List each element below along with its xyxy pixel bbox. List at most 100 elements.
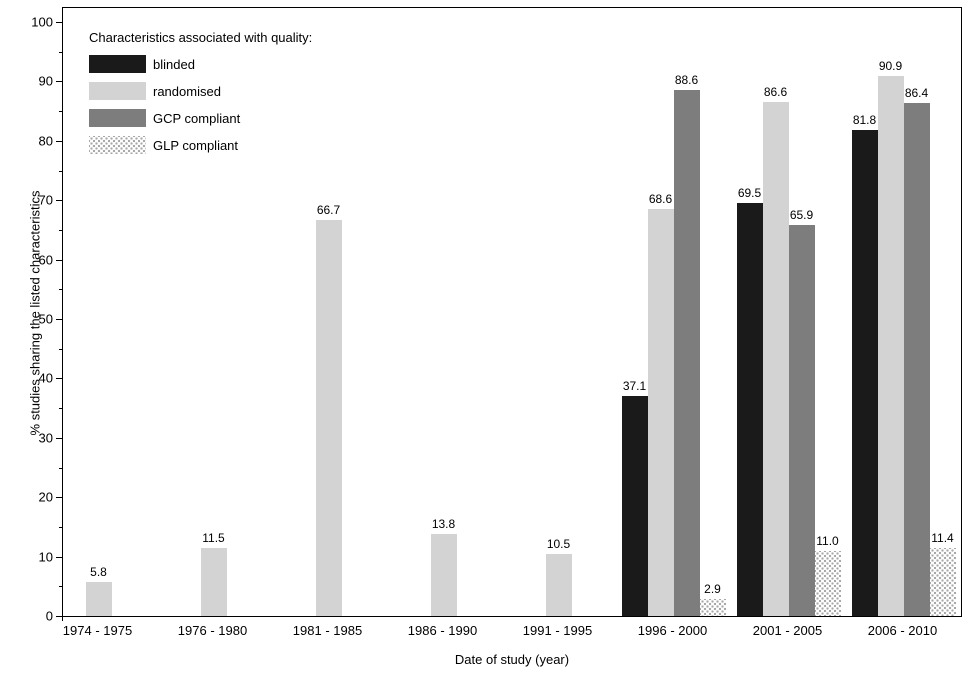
y-minor-tick bbox=[59, 111, 63, 113]
plot-area: 0 10 20 30 40 50 60 70 80 90 100 5.8 11.5 66.7 13.8 10… bbox=[31, 7, 962, 623]
y-major-tick bbox=[56, 437, 63, 439]
legend-item: GLP compliant bbox=[89, 136, 312, 154]
bar-value-label: 13.8 bbox=[431, 517, 456, 532]
bar: 90.9 bbox=[877, 60, 904, 616]
bar-value-label: 90.9 bbox=[878, 59, 903, 74]
legend-swatch-glp-compliant bbox=[89, 136, 146, 154]
y-tick-label: 40 bbox=[38, 370, 53, 386]
x-category-labels: 1974 - 1975 1976 - 1980 1981 - 1985 1986 - … bbox=[62, 623, 962, 639]
category-label: 1981 - 1985 bbox=[292, 623, 363, 638]
bar-value-label: 88.6 bbox=[674, 72, 699, 87]
bar-value-label: 10.5 bbox=[546, 536, 571, 551]
bar-value-label: 5.8 bbox=[90, 564, 107, 579]
bar-value-label: 11.5 bbox=[202, 530, 225, 545]
y-tick-label: 60 bbox=[38, 252, 53, 268]
legend-label-blinded: blinded bbox=[153, 56, 195, 72]
bar-group: 13.8 bbox=[386, 22, 501, 616]
bar-value-label: 81.8 bbox=[852, 113, 877, 128]
bar: 11.4 bbox=[929, 532, 956, 616]
bar: 13.8 bbox=[430, 518, 457, 616]
category-label: 2006 - 2010 bbox=[867, 623, 938, 638]
category-label: 1976 - 1980 bbox=[177, 623, 248, 638]
bar-group: 5.8 bbox=[41, 22, 156, 616]
bar-value-label: 69.5 bbox=[737, 186, 762, 201]
y-minor-tick bbox=[59, 170, 63, 172]
bar-value-label: 11.4 bbox=[931, 531, 954, 546]
y-major-tick bbox=[56, 378, 63, 380]
legend-swatch-blinded bbox=[89, 55, 146, 73]
y-major-tick bbox=[56, 81, 63, 83]
legend-label-randomised: randomised bbox=[153, 83, 221, 99]
bar-value-label: 68.6 bbox=[648, 191, 673, 206]
y-tick-label: 100 bbox=[31, 14, 53, 30]
y-major-tick bbox=[56, 259, 63, 261]
bar-group: 11.5 bbox=[156, 22, 271, 616]
y-major-tick bbox=[56, 616, 63, 617]
bar: 10.5 bbox=[545, 537, 572, 616]
y-tick-label: 30 bbox=[38, 430, 53, 446]
bar: 86.4 bbox=[903, 86, 930, 616]
category-label: 2001 - 2005 bbox=[752, 623, 823, 638]
y-tick-label: 20 bbox=[38, 489, 53, 505]
bar: 37.1 bbox=[621, 379, 648, 616]
bar: 11.5 bbox=[200, 531, 227, 616]
legend-label-gcp-compliant: GCP compliant bbox=[153, 110, 241, 126]
bar-value-label: 65.9 bbox=[789, 207, 814, 222]
bar-group: 81.8 90.9 86.4 11.4 bbox=[846, 22, 961, 616]
category-label: 1991 - 1995 bbox=[522, 623, 593, 638]
x-axis-label: Date of study (year) bbox=[454, 652, 570, 667]
bar: 11.0 bbox=[814, 534, 841, 616]
y-minor-tick bbox=[59, 289, 63, 291]
bar-value-label: 2.9 bbox=[704, 581, 721, 596]
bar: 68.6 bbox=[647, 192, 674, 616]
legend: Characteristics associated with quality:… bbox=[89, 30, 312, 163]
bar-group: 37.1 68.6 88.6 2.9 bbox=[616, 22, 731, 616]
bar: 66.7 bbox=[315, 203, 342, 616]
legend-item: GCP compliant bbox=[89, 109, 312, 127]
y-major-tick bbox=[56, 319, 63, 320]
y-minor-tick bbox=[59, 586, 63, 588]
y-major-tick bbox=[56, 200, 63, 202]
bar-group: 10.5 bbox=[501, 22, 616, 616]
bar: 5.8 bbox=[85, 565, 112, 616]
y-tick-label: 90 bbox=[38, 73, 53, 89]
y-minor-tick bbox=[59, 526, 63, 528]
y-tick-label: 50 bbox=[38, 311, 53, 327]
legend-swatch-randomised bbox=[89, 82, 146, 100]
bar-group: 69.5 86.6 65.9 11.0 bbox=[731, 22, 846, 616]
bar: 88.6 bbox=[673, 73, 700, 616]
y-tick-label: 70 bbox=[38, 192, 53, 208]
legend-item: blinded bbox=[89, 55, 312, 73]
category-label: 1986 - 1990 bbox=[407, 623, 478, 638]
bar: 86.6 bbox=[762, 85, 789, 616]
y-major-tick bbox=[56, 497, 63, 499]
y-tick-label: 10 bbox=[38, 549, 53, 565]
bar-value-label: 11.0 bbox=[816, 533, 839, 548]
category-label: 1974 - 1975 bbox=[62, 623, 133, 638]
bar: 2.9 bbox=[699, 582, 726, 616]
bar-group: 66.7 bbox=[271, 22, 386, 616]
y-minor-tick bbox=[59, 229, 63, 231]
bar-value-label: 86.4 bbox=[904, 85, 929, 100]
y-tick-label: 80 bbox=[38, 133, 53, 149]
bar: 65.9 bbox=[788, 208, 815, 616]
y-minor-tick bbox=[59, 348, 63, 350]
bar: 81.8 bbox=[851, 114, 878, 616]
legend-title: Characteristics associated with quality: bbox=[89, 30, 313, 45]
y-minor-tick bbox=[59, 51, 63, 53]
category-label: 1996 - 2000 bbox=[637, 623, 708, 638]
y-minor-tick bbox=[59, 467, 63, 469]
legend-item: randomised bbox=[89, 82, 312, 100]
bar-value-label: 86.6 bbox=[763, 84, 788, 99]
bar-value-label: 37.1 bbox=[622, 378, 647, 393]
bar-value-label: 66.7 bbox=[316, 202, 341, 217]
y-major-tick bbox=[56, 22, 63, 23]
legend-label-glp-compliant: GLP compliant bbox=[153, 137, 239, 153]
legend-swatch-gcp-compliant bbox=[89, 109, 146, 127]
bar: 69.5 bbox=[736, 187, 763, 616]
x-axis-origin-tick bbox=[62, 616, 63, 621]
y-minor-tick bbox=[59, 408, 63, 410]
y-major-tick bbox=[56, 556, 63, 558]
y-major-tick bbox=[56, 140, 63, 142]
